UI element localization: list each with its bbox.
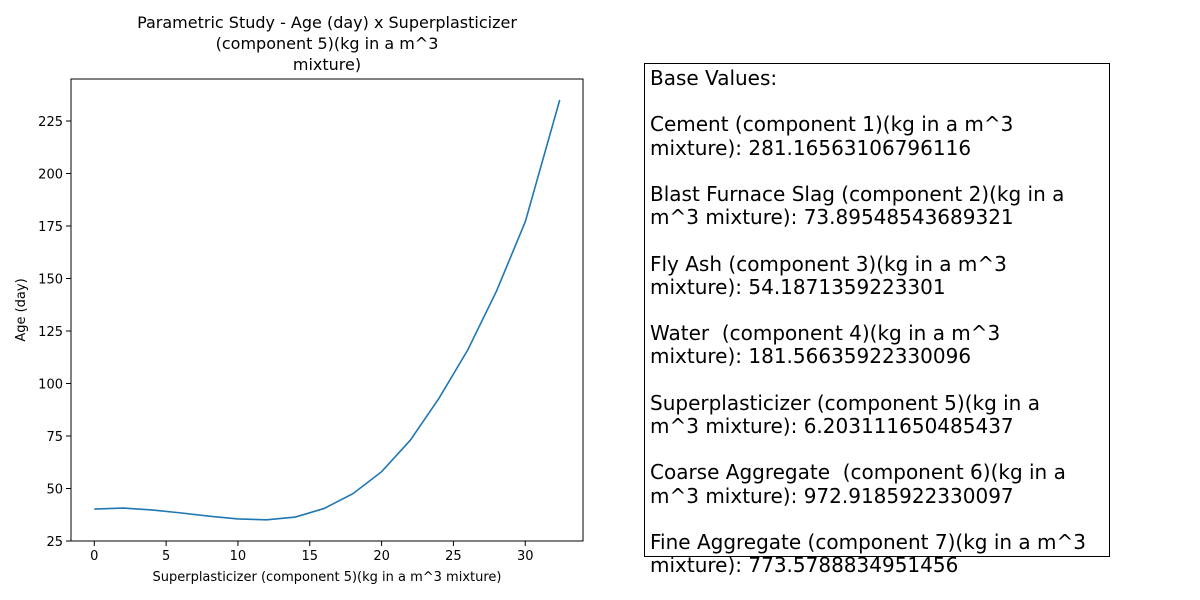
y-tick-label: 125	[38, 325, 63, 340]
y-tick-label: 200	[38, 168, 63, 183]
base-value-entry: Water (component 4)(kg in a m^3 mixture)…	[650, 321, 1001, 369]
chart-title: Parametric Study - Age (day) x Superplas…	[137, 13, 517, 74]
base-value-entry: Coarse Aggregate (component 6)(kg in a m…	[650, 460, 1066, 508]
x-axis-label: Superplasticizer (component 5)(kg in a m…	[152, 570, 501, 585]
base-value-entry: Fly Ash (component 3)(kg in a m^3 mixtur…	[650, 251, 1007, 299]
y-tick-label: 100	[38, 378, 63, 393]
base-values-box: Base Values: Cement (component 1)(kg in …	[644, 63, 1110, 577]
y-axis-label: Age (day)	[14, 278, 29, 341]
base-value-entry: Blast Furnace Slag (component 2)(kg in a…	[650, 181, 1065, 230]
base-value-entry: Fine Aggregate (component 7)(kg in a m^3…	[650, 529, 1086, 578]
x-tick-label: 20	[373, 549, 390, 564]
y-tick-label: 150	[38, 273, 63, 288]
base-value-entry: Cement (component 1)(kg in a m^3 mixture…	[650, 112, 1014, 160]
x-tick-label: 25	[445, 549, 462, 564]
y-tick-label: 25	[46, 535, 63, 550]
y-tick-label: 225	[38, 115, 63, 130]
base-values-title: Base Values:	[650, 66, 778, 90]
plot-frame	[70, 78, 584, 542]
x-tick-label: 5	[162, 549, 170, 564]
data-line	[94, 99, 561, 521]
x-tick-label: 15	[301, 549, 318, 564]
x-tick-label: 10	[230, 549, 247, 564]
x-tick-label: 30	[517, 549, 534, 564]
x-tick-label: 0	[90, 549, 98, 564]
y-tick-label: 175	[38, 220, 63, 235]
y-tick-label: 75	[46, 430, 63, 445]
base-value-entry: Superplasticizer (component 5)(kg in a m…	[650, 390, 1040, 438]
y-tick-label: 50	[46, 483, 63, 498]
